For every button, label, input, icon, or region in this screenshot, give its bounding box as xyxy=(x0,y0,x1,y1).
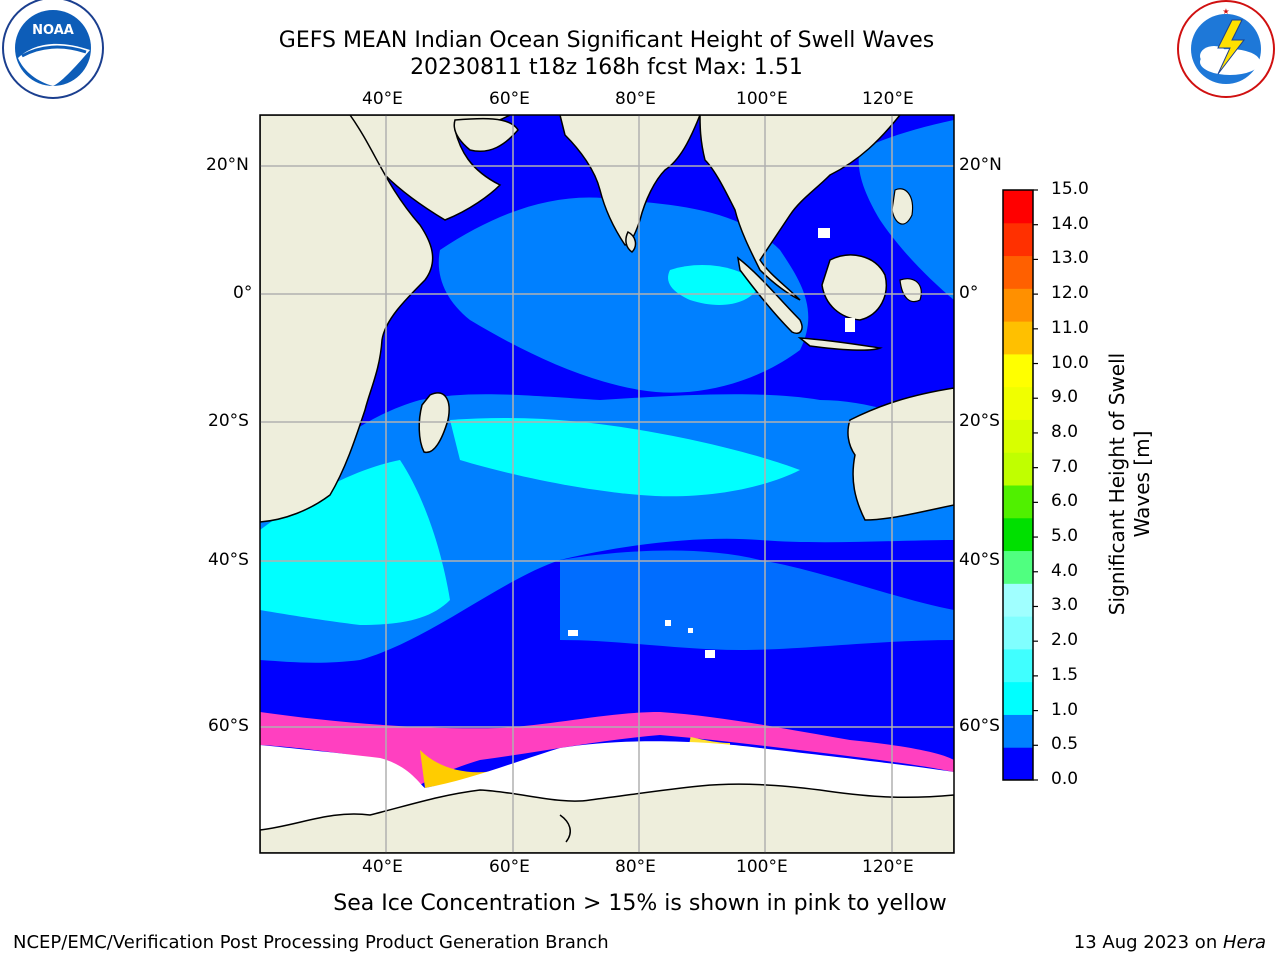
colorbar-tick-label: 13.0 xyxy=(1051,248,1089,269)
colorbar-swatch xyxy=(1003,747,1033,781)
lon-label-top-80e: 80°E xyxy=(615,89,656,109)
colorbar-tick-label: 12.0 xyxy=(1051,283,1089,304)
lon-label-bottom-60e: 60°E xyxy=(489,857,530,877)
colorbar-tick-label: 11.0 xyxy=(1051,317,1089,338)
map-area xyxy=(260,115,954,853)
colorbar-swatch xyxy=(1003,681,1033,715)
colorbar-swatch xyxy=(1003,583,1033,617)
noaa-logo: NOAA xyxy=(2,0,104,99)
sea-ice-caption: Sea Ice Concentration > 15% is shown in … xyxy=(333,891,947,916)
colorbar-swatch xyxy=(1003,386,1033,420)
noaa-logo-text: NOAA xyxy=(32,23,74,38)
lon-label-top-40e: 40°E xyxy=(362,89,403,109)
lat-label-left-40s: 40°S xyxy=(208,550,249,570)
colorbar-swatch xyxy=(1003,485,1033,519)
lat-label-left-20n: 20°N xyxy=(206,155,249,175)
colorbar-tick-label: 15.0 xyxy=(1051,179,1089,199)
lon-label-bottom-40e: 40°E xyxy=(362,857,403,877)
colorbar-swatch xyxy=(1003,550,1033,584)
colorbar-tick-label: 0.0 xyxy=(1051,769,1079,789)
colorbar-tick-label: 10.0 xyxy=(1051,352,1089,373)
lon-label-top-120e: 120°E xyxy=(862,89,914,109)
lat-label-left-0: 0° xyxy=(233,283,253,303)
map-frame xyxy=(259,114,955,854)
colorbar-tick-label: 6.0 xyxy=(1051,491,1079,512)
footer-date-text: 13 Aug 2023 on xyxy=(1073,932,1223,953)
colorbar-tick-label: 8.0 xyxy=(1051,421,1079,442)
lat-label-left-20s: 20°S xyxy=(208,411,249,431)
colorbar-tick-label: 7.0 xyxy=(1051,456,1079,477)
colorbar-tick-label: 4.0 xyxy=(1051,560,1079,581)
colorbar-swatch xyxy=(1003,353,1033,388)
map-title: GEFS MEAN Indian Ocean Significant Heigh… xyxy=(278,28,935,53)
svg-text:★: ★ xyxy=(1222,7,1229,16)
colorbar-swatch xyxy=(1003,452,1033,486)
colorbar-swatch xyxy=(1003,517,1033,552)
colorbar-tick-label: 14.0 xyxy=(1051,213,1089,234)
colorbar-swatch xyxy=(1003,288,1033,322)
colorbar-tick-label: 1.5 xyxy=(1051,664,1079,685)
colorbar-label-line1: Significant Height of Swell xyxy=(1105,352,1129,616)
graticule xyxy=(260,115,954,853)
colorbar-swatch xyxy=(1003,190,1033,224)
lat-label-left-60s: 60°S xyxy=(208,716,249,736)
lat-label-right-20n: 20°N xyxy=(959,155,1002,175)
colorbar-swatch xyxy=(1003,648,1033,683)
colorbar-swatch xyxy=(1003,255,1033,289)
lat-label-right-20s: 20°S xyxy=(959,411,1000,431)
colorbar-tick-label: 1.0 xyxy=(1051,699,1079,720)
colorbar-swatch xyxy=(1003,222,1033,257)
footer-credit: NCEP/EMC/Verification Post Processing Pr… xyxy=(13,932,609,953)
colorbar-label-line2: Waves [m] xyxy=(1130,430,1154,538)
colorbar-tick-label: 9.0 xyxy=(1051,387,1079,408)
lon-label-top-100e: 100°E xyxy=(736,89,788,109)
colorbar-tick-label: 3.0 xyxy=(1051,595,1079,616)
colorbar-frame xyxy=(1002,189,1034,781)
footer-date: 13 Aug 2023 on Hera xyxy=(1074,932,1266,953)
lat-label-right-60s: 60°S xyxy=(959,716,1000,736)
lat-label-right-0: 0° xyxy=(959,283,979,303)
footer-machine-name: Hera xyxy=(1222,932,1266,953)
lon-label-bottom-100e: 100°E xyxy=(736,857,788,877)
colorbar-tick-label: 5.0 xyxy=(1051,526,1079,547)
map-subtitle: 20230811 t18z 168h fcst Max: 1.51 xyxy=(410,55,803,80)
colorbar-swatch xyxy=(1003,419,1033,453)
lat-label-right-40s: 40°S xyxy=(959,550,1000,570)
colorbar xyxy=(1002,189,1038,781)
colorbar-swatch xyxy=(1003,714,1033,748)
lon-label-bottom-80e: 80°E xyxy=(615,857,656,877)
colorbar-tick-label: 2.0 xyxy=(1051,630,1079,651)
nws-logo: ★ xyxy=(1177,0,1275,98)
colorbar-swatch xyxy=(1003,321,1033,355)
colorbar-swatch xyxy=(1003,616,1033,650)
lon-label-top-60e: 60°E xyxy=(489,89,530,109)
lon-label-bottom-120e: 120°E xyxy=(862,857,914,877)
colorbar-tick-label: 0.5 xyxy=(1051,734,1079,755)
